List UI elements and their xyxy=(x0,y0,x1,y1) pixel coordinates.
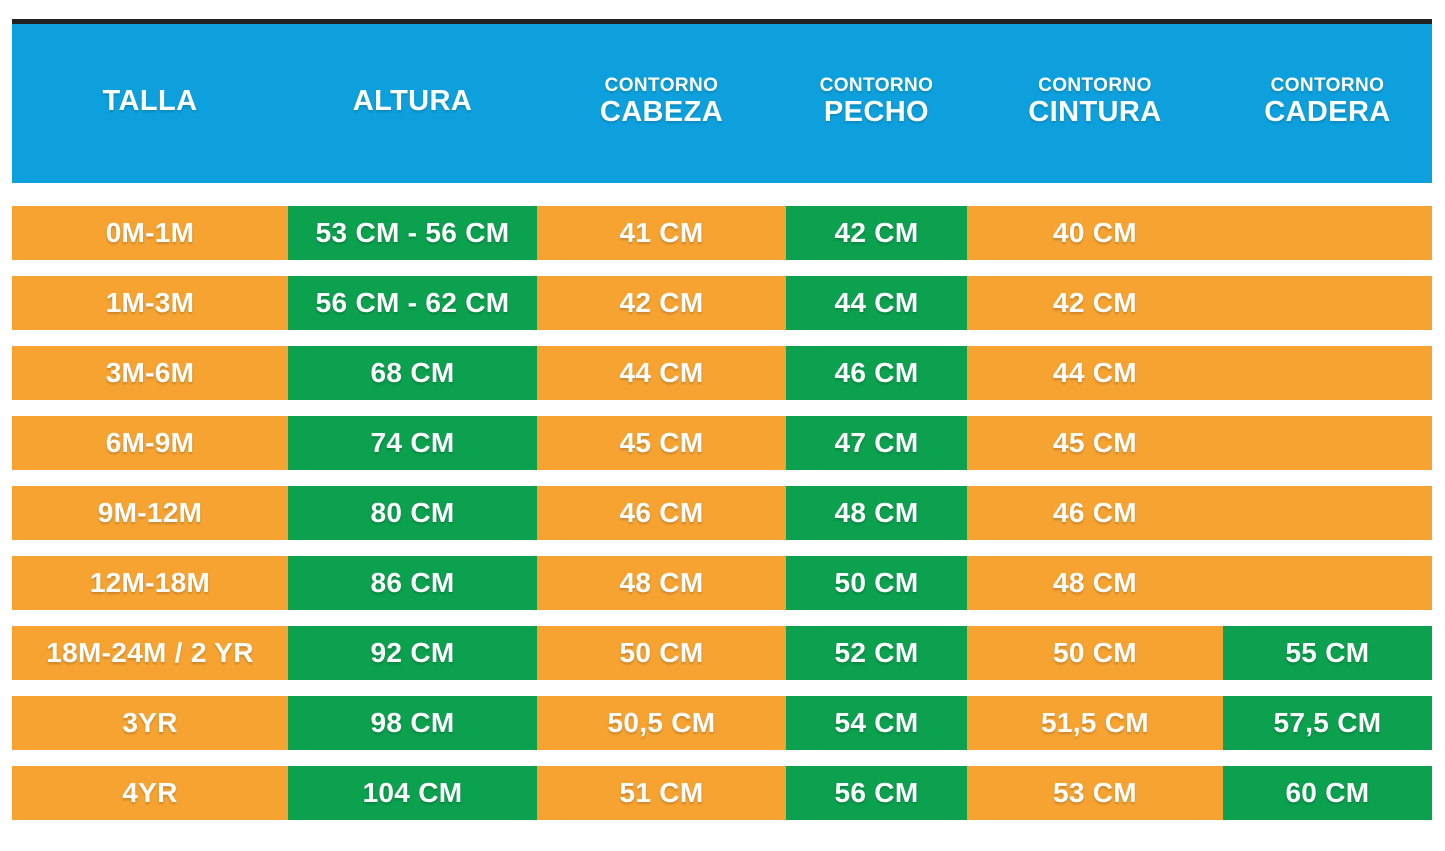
cell-cintura: 45 CM xyxy=(966,416,1223,470)
header-cadera-prefix: CONTORNO xyxy=(1270,75,1385,96)
cell-altura: 74 CM xyxy=(288,416,537,470)
header-talla: TALLA xyxy=(12,19,288,183)
cell-pecho: 47 CM xyxy=(785,416,967,470)
cell-altura: 80 CM xyxy=(288,486,537,540)
cell-cadera: 60 CM xyxy=(1222,766,1432,820)
table-row: 12M-18M 86 CM 48 CM 50 CM 48 CM xyxy=(12,556,1432,610)
cell-pecho: 44 CM xyxy=(785,276,967,330)
table-row: 3YR 98 CM 50,5 CM 54 CM 51,5 CM 57,5 CM xyxy=(12,696,1432,750)
header-cintura-label: CINTURA xyxy=(1028,96,1162,128)
cell-cintura: 40 CM xyxy=(966,206,1223,260)
header-altura-label: ALTURA xyxy=(352,84,473,117)
cell-talla: 1M-3M xyxy=(12,276,288,330)
cell-altura: 53 CM - 56 CM xyxy=(288,206,537,260)
table-row: 1M-3M 56 CM - 62 CM 42 CM 44 CM 42 CM xyxy=(12,276,1432,330)
cell-pecho: 50 CM xyxy=(785,556,967,610)
header-pecho-prefix: CONTORNO xyxy=(819,75,934,96)
cell-talla: 9M-12M xyxy=(12,486,288,540)
table-row: 18M-24M / 2 YR 92 CM 50 CM 52 CM 50 CM 55 CM xyxy=(12,626,1432,680)
cell-altura: 104 CM xyxy=(288,766,537,820)
cell-pecho: 54 CM xyxy=(785,696,967,750)
header-altura: ALTURA xyxy=(288,19,537,183)
cell-talla: 3YR xyxy=(12,696,288,750)
cell-talla: 4YR xyxy=(12,766,288,820)
cell-cadera xyxy=(1222,346,1432,400)
cell-altura: 92 CM xyxy=(288,626,537,680)
cell-talla: 0M-1M xyxy=(12,206,288,260)
table-row: 6M-9M 74 CM 45 CM 47 CM 45 CM xyxy=(12,416,1432,470)
cell-cintura: 53 CM xyxy=(966,766,1223,820)
header-cadera-label: CADERA xyxy=(1264,96,1391,128)
cell-cintura: 51,5 CM xyxy=(966,696,1223,750)
cell-cintura: 48 CM xyxy=(966,556,1223,610)
cell-talla: 3M-6M xyxy=(12,346,288,400)
cell-talla: 12M-18M xyxy=(12,556,288,610)
cell-altura: 86 CM xyxy=(288,556,537,610)
cell-cintura: 50 CM xyxy=(966,626,1223,680)
table-row: 3M-6M 68 CM 44 CM 46 CM 44 CM xyxy=(12,346,1432,400)
header-contorno-cadera: CONTORNO CADERA xyxy=(1223,19,1432,183)
header-contorno-cintura: CONTORNO CINTURA xyxy=(967,19,1223,183)
cell-pecho: 48 CM xyxy=(785,486,967,540)
cell-talla: 6M-9M xyxy=(12,416,288,470)
cell-pecho: 42 CM xyxy=(785,206,967,260)
header-cintura-prefix: CONTORNO xyxy=(1038,75,1152,96)
cell-cadera xyxy=(1222,416,1432,470)
table-row: 9M-12M 80 CM 46 CM 48 CM 46 CM xyxy=(12,486,1432,540)
cell-cabeza: 45 CM xyxy=(536,416,786,470)
cell-cadera xyxy=(1222,486,1432,540)
header-talla-label: TALLA xyxy=(102,84,198,117)
cell-altura: 98 CM xyxy=(288,696,537,750)
cell-cadera: 55 CM xyxy=(1222,626,1432,680)
cell-cadera: 57,5 CM xyxy=(1222,696,1432,750)
top-border-bar xyxy=(12,19,1432,24)
cell-altura: 68 CM xyxy=(288,346,537,400)
table-body: 0M-1M 53 CM - 56 CM 41 CM 42 CM 40 CM 1M-3M 56… xyxy=(12,206,1432,820)
cell-cintura: 44 CM xyxy=(966,346,1223,400)
cell-cadera xyxy=(1222,556,1432,610)
header-contorno-pecho: CONTORNO PECHO xyxy=(786,19,967,183)
cell-cadera xyxy=(1222,276,1432,330)
cell-pecho: 52 CM xyxy=(785,626,967,680)
cell-cadera xyxy=(1222,206,1432,260)
size-chart-table: TALLA ALTURA CONTORNO CABEZA CONTORNO PE… xyxy=(12,19,1432,820)
cell-altura: 56 CM - 62 CM xyxy=(288,276,537,330)
cell-cabeza: 50,5 CM xyxy=(536,696,786,750)
cell-pecho: 46 CM xyxy=(785,346,967,400)
cell-talla: 18M-24M / 2 YR xyxy=(12,626,288,680)
cell-cabeza: 46 CM xyxy=(536,486,786,540)
cell-cintura: 42 CM xyxy=(966,276,1223,330)
table-row: 0M-1M 53 CM - 56 CM 41 CM 42 CM 40 CM xyxy=(12,206,1432,260)
cell-cabeza: 50 CM xyxy=(536,626,786,680)
table-row: 4YR 104 CM 51 CM 56 CM 53 CM 60 CM xyxy=(12,766,1432,820)
cell-pecho: 56 CM xyxy=(785,766,967,820)
header-pecho-label: PECHO xyxy=(823,96,930,128)
cell-cabeza: 42 CM xyxy=(536,276,786,330)
cell-cabeza: 41 CM xyxy=(536,206,786,260)
header-contorno-cabeza: CONTORNO CABEZA xyxy=(537,19,786,183)
cell-cabeza: 44 CM xyxy=(536,346,786,400)
cell-cabeza: 51 CM xyxy=(536,766,786,820)
header-cabeza-prefix: CONTORNO xyxy=(604,75,719,96)
cell-cabeza: 48 CM xyxy=(536,556,786,610)
header-cabeza-label: CABEZA xyxy=(599,96,724,128)
cell-cintura: 46 CM xyxy=(966,486,1223,540)
table-header-row: TALLA ALTURA CONTORNO CABEZA CONTORNO PE… xyxy=(12,19,1432,183)
